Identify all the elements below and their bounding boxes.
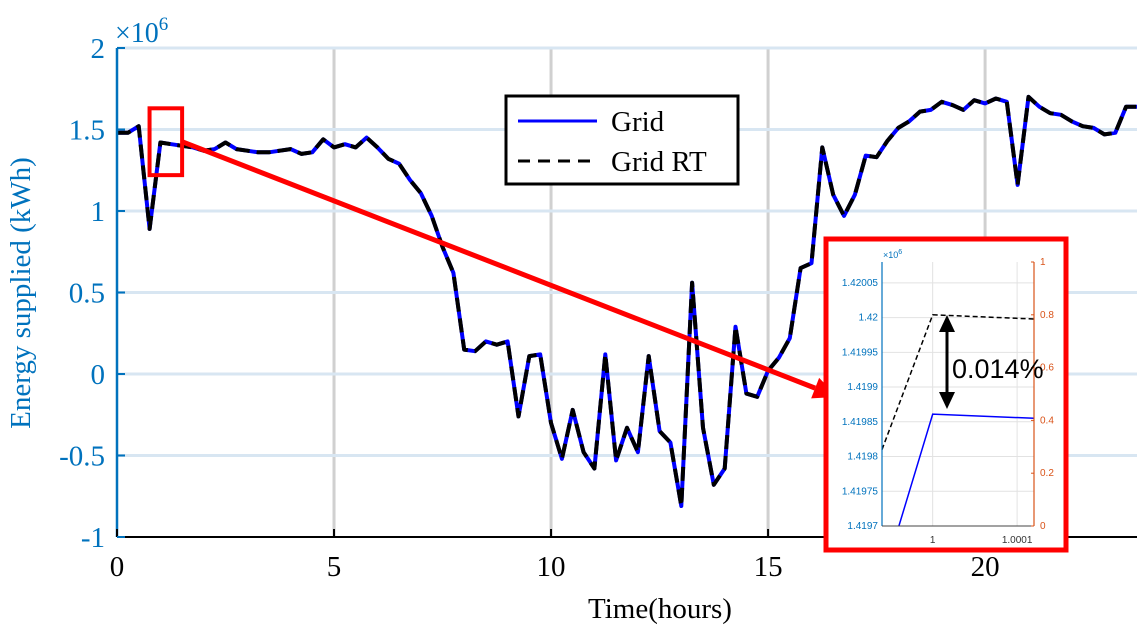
inset-arrowhead-down (939, 392, 955, 409)
inset-series-line-grid-rt (881, 314, 1035, 450)
inset-y-tick-label-left: 1.4198 (847, 452, 878, 463)
x-tick-label: 10 (537, 551, 566, 583)
y-axis-title: Energy supplied (kWh) (5, 157, 37, 429)
x-tick-label: 5 (327, 551, 342, 583)
x-tick-label: 15 (754, 551, 783, 583)
inset-y-tick-label-right: 0.6 (1040, 363, 1054, 374)
legend-label-grid: Grid (611, 106, 665, 138)
inset-panel: 1.42005 1.42 1.41995 1.4199 1.41985 1.4198 1.4… (823, 236, 1069, 553)
inset-y-tick-label-left: 1.42005 (842, 278, 879, 289)
inset-y-tick-label-right: 0.8 (1040, 310, 1054, 321)
y-tick-label: 0 (91, 359, 106, 391)
inset-x-tick-label: 1.0001 (1002, 535, 1033, 546)
inset-y-tick-label-right: 0.2 (1040, 468, 1054, 479)
inset-x-tick-label: 1 (930, 535, 936, 546)
inset-y-tick-label-left: 1.4197 (847, 521, 878, 532)
inset-series-line-grid (898, 413, 1035, 527)
inset-y-exponent-label: ×106 (883, 249, 902, 260)
x-tick-label: 0 (110, 551, 125, 583)
inset-arrowhead-up (939, 315, 955, 332)
inset-y-tick-label-left: 1.41975 (842, 486, 879, 497)
y-tick-label: -0.5 (59, 441, 105, 473)
inset-frame (823, 236, 1069, 553)
y-exponent-label: ×106 (115, 14, 168, 49)
inset-y-tick-label-right: 1 (1040, 257, 1046, 268)
inset-y-tick-label-left: 1.41985 (842, 417, 879, 428)
y-tick-label: 0.5 (69, 278, 105, 310)
inset-y-tick-label-left: 1.4199 (847, 382, 878, 393)
legend-box (504, 94, 740, 186)
inset-series (881, 314, 1035, 527)
tick-labels: 0 5 10 15 20 2 1.5 1 0.5 0 -0.5 -1 (59, 33, 1000, 583)
inset-y-tick-label-right: 0 (1040, 521, 1046, 532)
y-tick-label: -1 (81, 522, 105, 554)
x-axis-title: Time(hours) (588, 593, 732, 625)
inset-y-tick-label-left: 1.41995 (842, 347, 879, 358)
legend: Grid Grid RT (504, 94, 740, 186)
y-tick-label: 1 (91, 196, 106, 228)
y-tick-label: 2 (91, 33, 106, 65)
legend-label-grid-rt: Grid RT (611, 146, 707, 178)
x-tick-label: 20 (971, 551, 1000, 583)
inset-tick-labels: 1.42005 1.42 1.41995 1.4199 1.41985 1.4198 1.4… (842, 257, 1054, 546)
series-line-grid-rt (117, 94, 1137, 508)
inset-y-tick-label-right: 0.4 (1040, 415, 1054, 426)
inset-annotation: 0.014% (952, 354, 1044, 384)
zoom-arrow-line (181, 139, 817, 391)
series-layer (117, 94, 1137, 508)
inset-difference-arrow (939, 315, 955, 409)
inset-y-tick-label-left: 1.42 (859, 313, 879, 324)
y-tick-label: 1.5 (69, 115, 105, 147)
